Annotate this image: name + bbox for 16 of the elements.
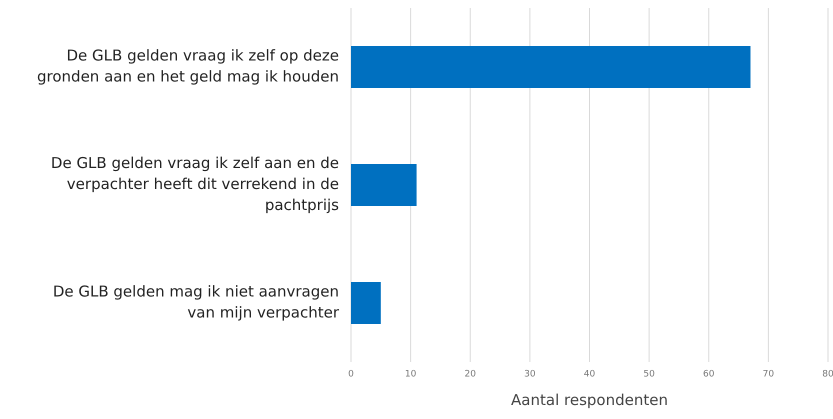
x-tick-label: 30 (524, 369, 536, 380)
bar (351, 282, 381, 324)
y-tick-label: De GLB gelden mag ik niet aanvragen van mijn verpachter (52, 282, 340, 322)
y-tick-label: De GLB gelden vraag ik zelf aan en de verpachter heeft dit verrekend in de pachtprijs (50, 154, 340, 214)
x-tick-label: 0 (348, 369, 354, 380)
x-tick-label: 10 (404, 369, 417, 380)
y-tick-label: De GLB gelden vraag ik zelf op deze gronden aan en het geld mag ik houden (37, 46, 339, 86)
bar (351, 164, 417, 206)
x-tick-label: 60 (703, 369, 715, 380)
x-tick-label: 50 (643, 369, 656, 380)
x-axis-title: Aantal respondenten (510, 390, 669, 410)
x-tick-label: 80 (822, 369, 833, 380)
x-tick-label: 70 (762, 369, 774, 380)
x-tick-label: 40 (584, 369, 596, 380)
bar (351, 46, 750, 88)
x-tick-label: 20 (464, 369, 476, 380)
